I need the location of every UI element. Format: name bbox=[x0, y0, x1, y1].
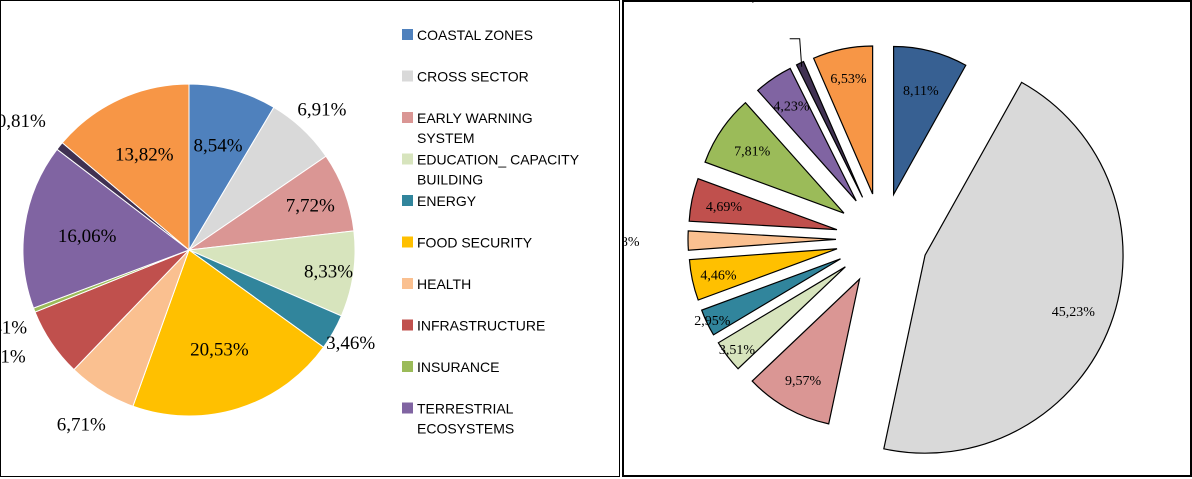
legend-label: HEALTH bbox=[417, 276, 471, 292]
pie-slice bbox=[688, 248, 838, 301]
legend-swatch bbox=[402, 236, 413, 248]
pie-slice bbox=[892, 45, 967, 197]
data-label: 45,23% bbox=[1052, 305, 1096, 320]
left-chart-panel: 8,54% 6,91% 7,72% 8,33% 3,46% 20,53% 6,71% 6,71… bbox=[0, 0, 620, 477]
data-label: 0,41% bbox=[1, 317, 27, 338]
pie-slice bbox=[883, 81, 1124, 454]
legend-swatch bbox=[402, 361, 413, 372]
data-label: 6,71% bbox=[1, 346, 26, 367]
right-chart-panel: 8,11% 45,23% 9,57% 3,51% 2,95% 4,46% 2,08% 4,69… bbox=[622, 0, 1192, 477]
legend-label: INFRASTRUCTURE bbox=[417, 318, 545, 334]
legend-swatch bbox=[402, 29, 413, 40]
data-label: 7,81% bbox=[734, 145, 771, 160]
data-label: 4,46% bbox=[700, 268, 737, 283]
data-label: 3,51% bbox=[719, 343, 756, 358]
leader-line bbox=[789, 38, 803, 67]
pie-slice bbox=[22, 148, 191, 309]
data-label: 3,46% bbox=[326, 333, 375, 354]
pie-slice bbox=[700, 258, 841, 336]
legend-label: INSURANCE bbox=[417, 359, 499, 375]
legend-swatch bbox=[402, 195, 413, 206]
data-label: 2,08% bbox=[624, 235, 640, 250]
pie-slice bbox=[756, 67, 857, 202]
legend-label: CROSS SECTOR bbox=[417, 69, 529, 85]
pie-slice bbox=[704, 101, 845, 214]
pie-slice bbox=[687, 230, 837, 251]
pie-slice bbox=[61, 83, 190, 252]
data-label: 6,53% bbox=[830, 72, 867, 87]
data-label: 8,11% bbox=[903, 84, 939, 99]
legend-swatch bbox=[402, 153, 413, 165]
legend-label: EDUCATION_ CAPACITY BUILDING bbox=[417, 152, 580, 188]
data-label: 6,71% bbox=[57, 414, 106, 435]
pie-slice bbox=[688, 177, 838, 231]
legend-swatch bbox=[402, 402, 413, 414]
pie-slice bbox=[795, 60, 864, 198]
data-label: 4,69% bbox=[706, 200, 743, 215]
left-pie-chart: 8,54% 6,91% 7,72% 8,33% 3,46% 20,53% 6,71% 6,71… bbox=[1, 27, 580, 437]
data-label: 7,72% bbox=[286, 196, 335, 217]
legend-label: TERRESTRIAL ECOSYSTEMS bbox=[417, 401, 514, 437]
legend-label: FOOD SECURITY bbox=[417, 235, 533, 251]
data-label: 0,81% bbox=[1, 111, 46, 132]
data-label: 0,83% bbox=[745, 2, 782, 5]
data-label: 9,57% bbox=[785, 374, 822, 389]
pie-slice bbox=[812, 45, 874, 195]
data-label: 6,91% bbox=[297, 99, 346, 120]
data-label: 20,53% bbox=[190, 339, 249, 360]
pie-slice bbox=[187, 230, 356, 317]
data-label: 13,82% bbox=[115, 145, 174, 166]
data-label: 4,23% bbox=[773, 99, 810, 114]
data-label: 8,33% bbox=[304, 262, 353, 283]
legend-swatch bbox=[402, 278, 413, 289]
legend-label: COASTAL ZONES bbox=[417, 27, 533, 43]
legend-swatch bbox=[402, 112, 413, 123]
legend-label: EARLY WARNING SYSTEM bbox=[417, 110, 533, 146]
pie-slice bbox=[188, 83, 275, 252]
data-label: 8,54% bbox=[194, 135, 243, 156]
data-label: 2,95% bbox=[694, 314, 731, 329]
pie-slice bbox=[717, 266, 846, 370]
legend-swatch bbox=[402, 70, 413, 82]
pie-slice bbox=[751, 277, 861, 425]
legend-swatch bbox=[402, 319, 413, 331]
legend-label: ENERGY bbox=[417, 193, 477, 209]
right-pie-chart: 8,11% 45,23% 9,57% 3,51% 2,95% 4,46% 2,08% 4,69… bbox=[624, 2, 1124, 454]
pie-slice bbox=[132, 249, 325, 417]
data-label: 16,06% bbox=[58, 226, 117, 247]
